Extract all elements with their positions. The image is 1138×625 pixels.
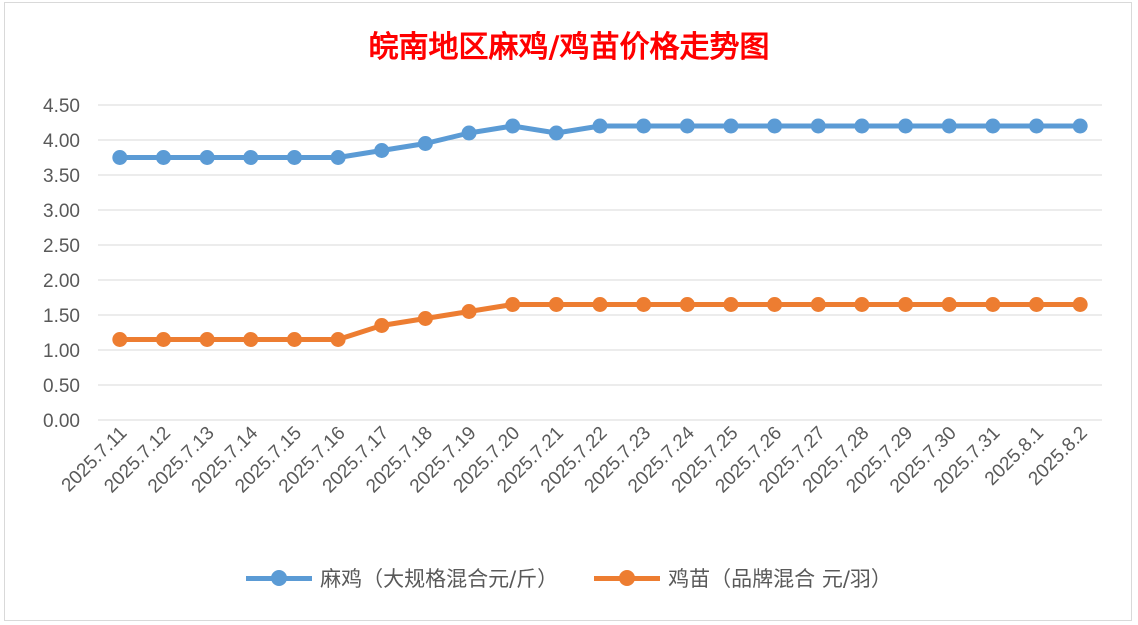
y-tick-label: 1.50 <box>43 306 80 327</box>
series-1-point <box>592 297 608 312</box>
series-0-point <box>723 118 739 134</box>
series-0-point <box>767 118 783 134</box>
y-tick-label: 3.50 <box>43 166 80 187</box>
legend-item-0: 麻鸡（大规格混合元/斤） <box>246 563 558 593</box>
series-1-point <box>286 332 302 347</box>
y-tick-label: 4.50 <box>43 96 80 117</box>
series-0-point <box>854 118 870 134</box>
series-1-point <box>898 297 914 312</box>
series-1-point <box>854 297 870 312</box>
y-tick-label: 4.00 <box>43 131 80 152</box>
legend-item-1: 鸡苗（品牌混合 元/羽） <box>594 563 892 593</box>
series-0-point <box>548 125 564 141</box>
series-0-point <box>985 118 1001 134</box>
series-0-point <box>941 118 957 134</box>
series-1-point <box>374 318 390 333</box>
legend: 麻鸡（大规格混合元/斤） 鸡苗（品牌混合 元/羽） <box>0 563 1138 593</box>
series-0-point <box>898 118 914 134</box>
series-0-point <box>592 118 608 134</box>
y-tick-label: 1.00 <box>43 341 80 362</box>
y-tick-label: 2.50 <box>43 236 80 257</box>
series-0-point <box>286 150 302 165</box>
series-0-point <box>417 136 433 151</box>
series-1-point <box>636 297 652 312</box>
series-0-point <box>374 143 390 158</box>
series-1-point <box>330 332 346 347</box>
series-0-point <box>112 150 128 165</box>
series-1-point <box>199 332 215 347</box>
series-0-point <box>199 150 215 165</box>
series-1-point <box>112 332 128 347</box>
legend-label-0: 麻鸡（大规格混合元/斤） <box>320 567 559 591</box>
series-1-point <box>723 297 739 312</box>
y-axis-ticks: 0.00 0.50 1.00 1.50 2.00 2.50 3.00 3.50 4.00 4.50 <box>43 96 80 432</box>
x-axis-ticks: 2025.7.112025.7.122025.7.132025.7.142025… <box>58 422 1092 497</box>
series-0-point <box>1072 118 1088 134</box>
series-0-point <box>461 125 477 141</box>
legend-label-1: 鸡苗（品牌混合 元/羽） <box>668 567 892 591</box>
series-1-point <box>941 297 957 312</box>
y-tick-label: 0.00 <box>43 411 80 432</box>
series-1-point <box>1029 297 1045 312</box>
gridlines <box>98 104 1102 421</box>
series-1-point <box>417 311 433 326</box>
series-1-point <box>461 304 477 319</box>
series-1-point <box>679 297 695 312</box>
series-1-point <box>155 332 171 347</box>
series-0-point <box>810 118 826 134</box>
series-1-point <box>767 297 783 312</box>
legend-swatch-0 <box>246 568 313 588</box>
series-0-point <box>636 118 652 134</box>
series-1-point <box>505 297 521 312</box>
series-1-point <box>243 332 259 347</box>
series-1-point <box>810 297 826 312</box>
y-tick-label: 0.50 <box>43 376 80 397</box>
series-0-point <box>155 150 171 165</box>
series-0-point <box>330 150 346 165</box>
y-tick-label: 2.00 <box>43 271 80 292</box>
series-0-point <box>1029 118 1045 134</box>
series-1-point <box>985 297 1001 312</box>
series-0-point <box>243 150 259 165</box>
series-1-point <box>1072 297 1088 312</box>
series-0-point <box>505 118 521 134</box>
series-1-point <box>548 297 564 312</box>
series-layer <box>112 118 1088 347</box>
chart-title: 皖南地区麻鸡/鸡苗价格走势图 <box>368 30 770 65</box>
y-tick-label: 3.00 <box>43 201 80 222</box>
legend-swatch-1 <box>594 568 661 588</box>
series-0-point <box>679 118 695 134</box>
